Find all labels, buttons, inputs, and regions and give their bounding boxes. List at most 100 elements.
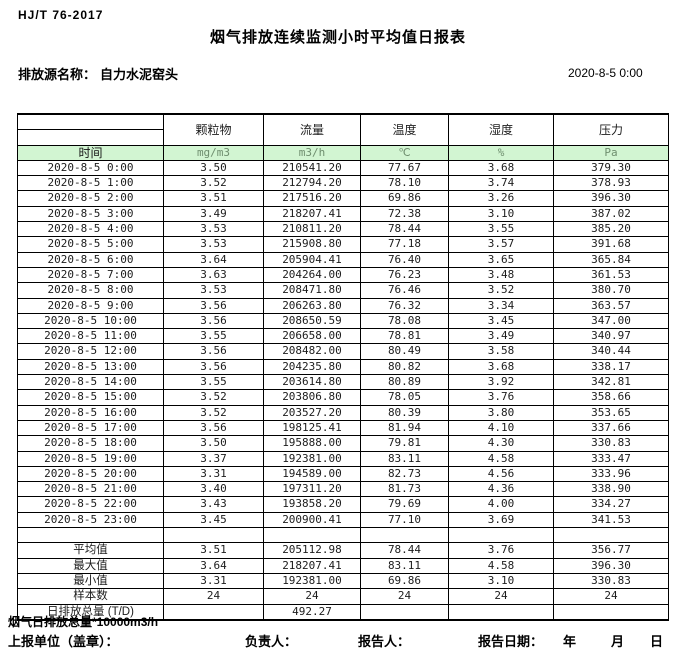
row-value: 380.70	[553, 282, 669, 299]
table-row: 2020-8-5 19:00 3.37 192381.00 83.11 4.58 333.…	[17, 450, 669, 467]
row-value: 3.56	[163, 358, 264, 376]
row-value: 4.10	[448, 419, 554, 437]
summary-value	[553, 603, 669, 621]
row-value: 195888.00	[263, 435, 361, 452]
table-row: 2020-8-5 11:00 3.55 206658.00 78.81 3.49 340.…	[17, 328, 669, 345]
row-time: 2020-8-5 15:00	[17, 389, 164, 406]
column-header-pressure: 压力	[553, 113, 669, 146]
row-value: 379.30	[553, 159, 669, 177]
table-row: 2020-8-5 22:00 3.43 193858.20 79.69 4.00 334.…	[17, 496, 669, 513]
month-label: 月	[611, 634, 625, 649]
column-header-humidity: 湿度	[448, 113, 554, 146]
row-value: 3.49	[163, 205, 264, 223]
row-time: 2020-8-5 0:00	[17, 159, 164, 177]
row-value: 396.30	[553, 190, 669, 207]
row-value: 333.47	[553, 450, 669, 467]
summary-value: 3.31	[163, 572, 264, 590]
summary-value: 24	[360, 588, 449, 605]
spacer-cell	[448, 527, 554, 544]
summary-label: 最大值	[17, 557, 164, 574]
summary-row: 日排放总量 (T/D) 492.27	[17, 603, 669, 621]
spacer-cell	[360, 527, 449, 544]
row-time: 2020-8-5 11:00	[17, 328, 164, 345]
summary-value: 3.51	[163, 542, 264, 559]
row-time: 2020-8-5 21:00	[17, 481, 164, 498]
row-value: 3.52	[163, 404, 264, 421]
row-value: 76.23	[360, 266, 449, 284]
report-unit-label: 上报单位（盖章）：	[8, 634, 119, 649]
table-body: 2020-8-5 0:00 3.50 210541.20 77.67 3.68 379.3…	[17, 159, 669, 621]
row-value: 78.81	[360, 328, 449, 345]
summary-value: 330.83	[553, 572, 669, 590]
row-value: 341.53	[553, 511, 669, 529]
table-row: 2020-8-5 21:00 3.40 197311.20 81.73 4.36 338.…	[17, 481, 669, 498]
row-value: 3.40	[163, 481, 264, 498]
header-row-top: 颗粒物 流量 温度 湿度 压力	[17, 113, 669, 146]
table-row: 2020-8-5 15:00 3.52 203806.80 78.05 3.76 358.…	[17, 389, 669, 406]
row-value: 330.83	[553, 435, 669, 452]
report-datetime: 2020-8-5 0:00	[568, 66, 643, 80]
row-value: 203527.20	[263, 404, 361, 421]
row-value: 3.55	[163, 328, 264, 345]
row-value: 203806.80	[263, 389, 361, 406]
row-value: 387.02	[553, 205, 669, 223]
table-row: 2020-8-5 18:00 3.50 195888.00 79.81 4.30 330.…	[17, 435, 669, 452]
row-value: 3.10	[448, 205, 554, 223]
row-value: 77.67	[360, 159, 449, 177]
row-value: 69.86	[360, 190, 449, 207]
row-value: 4.58	[448, 450, 554, 467]
row-time: 2020-8-5 13:00	[17, 358, 164, 376]
table-row: 2020-8-5 17:00 3.56 198125.41 81.94 4.10 337.…	[17, 419, 669, 437]
row-value: 361.53	[553, 266, 669, 284]
row-value: 3.34	[448, 297, 554, 314]
row-value: 337.66	[553, 419, 669, 437]
summary-row: 最大值 3.64 218207.41 83.11 4.58 396.30	[17, 557, 669, 574]
summary-row: 最小值 3.31 192381.00 69.86 3.10 330.83	[17, 572, 669, 590]
row-value: 3.55	[163, 374, 264, 391]
summary-row: 样本数 24 24 24 24 24	[17, 588, 669, 605]
row-value: 215908.80	[263, 236, 361, 253]
summary-value: 4.58	[448, 557, 554, 574]
column-header-temperature: 温度	[360, 113, 449, 146]
summary-value: 192381.00	[263, 572, 361, 590]
row-value: 80.82	[360, 358, 449, 376]
row-value: 391.68	[553, 236, 669, 253]
row-value: 3.52	[163, 389, 264, 406]
row-time: 2020-8-5 8:00	[17, 282, 164, 299]
summary-value: 83.11	[360, 557, 449, 574]
page-title: 烟气排放连续监测小时平均值日报表	[209, 29, 466, 46]
row-value: 3.68	[448, 159, 554, 177]
header-blank-cell-1	[17, 113, 164, 131]
summary-value	[163, 603, 264, 621]
summary-value: 69.86	[360, 572, 449, 590]
summary-value: 78.44	[360, 542, 449, 559]
table-row: 2020-8-5 13:00 3.56 204235.80 80.82 3.68 338.…	[17, 358, 669, 376]
row-time: 2020-8-5 5:00	[17, 236, 164, 253]
unit-temperature: ℃	[360, 144, 449, 161]
monitoring-table: 颗粒物 流量 温度 湿度 压力 时间 mg/m3 m3/h ℃ % Pa 202…	[17, 113, 669, 621]
table-row: 2020-8-5 14:00 3.55 203614.80 80.89 3.92 342.…	[17, 374, 669, 391]
row-time: 2020-8-5 14:00	[17, 374, 164, 391]
row-value: 378.93	[553, 175, 669, 192]
table-row: 2020-8-5 2:00 3.51 217516.20 69.86 3.26 396.3…	[17, 190, 669, 207]
summary-value: 24	[448, 588, 554, 605]
unit-humidity: %	[448, 144, 554, 161]
table-row: 2020-8-5 6:00 3.64 205904.41 76.40 3.65 365.8…	[17, 251, 669, 268]
row-time: 2020-8-5 2:00	[17, 190, 164, 207]
row-value: 3.51	[163, 190, 264, 207]
table-row: 2020-8-5 9:00 3.56 206263.80 76.32 3.34 363.5…	[17, 297, 669, 314]
row-time: 2020-8-5 12:00	[17, 343, 164, 360]
row-value: 4.00	[448, 496, 554, 513]
row-time: 2020-8-5 18:00	[17, 435, 164, 452]
row-value: 76.32	[360, 297, 449, 314]
summary-value: 24	[553, 588, 669, 605]
table-row: 2020-8-5 23:00 3.45 200900.41 77.10 3.69 341.…	[17, 511, 669, 529]
row-value: 3.26	[448, 190, 554, 207]
row-time: 2020-8-5 4:00	[17, 221, 164, 238]
row-value: 353.65	[553, 404, 669, 421]
row-value: 208482.00	[263, 343, 361, 360]
table-row: 2020-8-5 3:00 3.49 218207.41 72.38 3.10 387.0…	[17, 205, 669, 223]
row-value: 3.50	[163, 159, 264, 177]
row-value: 3.53	[163, 221, 264, 238]
summary-label: 样本数	[17, 588, 164, 605]
